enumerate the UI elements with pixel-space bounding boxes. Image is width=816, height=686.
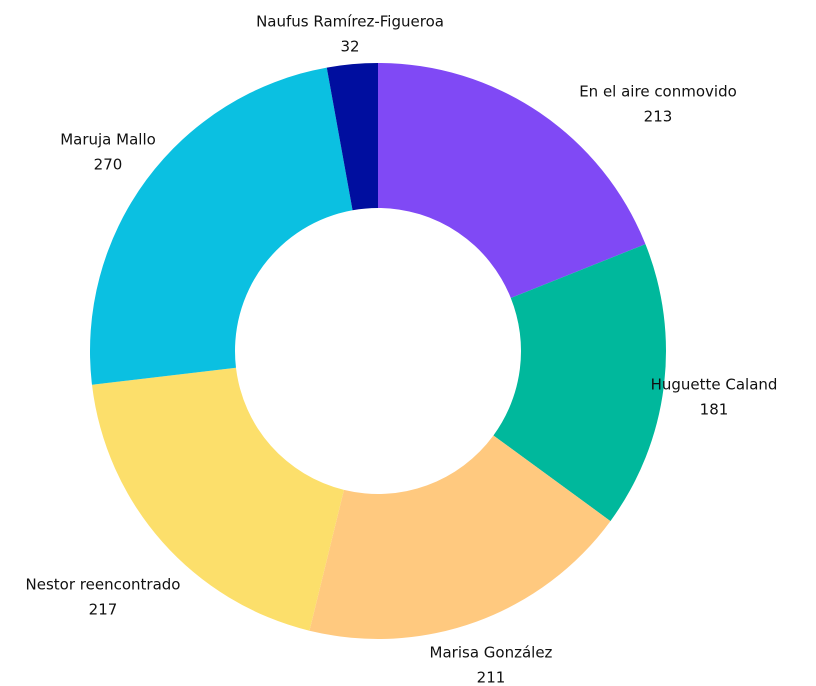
donut-slice [309,435,611,639]
slice-value: 213 [644,108,673,126]
slice-label: Nestor reencontrado [26,576,181,594]
donut-slice [378,63,646,298]
slice-label: Marisa González [430,644,553,662]
donut-slice [326,63,378,211]
slice-label: En el aire conmovido [579,83,737,101]
donut-slice [493,244,667,522]
slice-value: 217 [89,601,118,619]
donut-slice [91,367,344,631]
slice-label: Huguette Caland [651,376,778,394]
slice-value: 270 [94,156,123,174]
slice-label: Maruja Mallo [60,131,156,149]
slice-value: 181 [700,401,729,419]
slice-value: 32 [340,38,359,56]
slice-label: Naufus Ramírez-Figueroa [256,13,444,31]
slice-value: 211 [477,669,506,686]
donut-slice [89,67,353,385]
